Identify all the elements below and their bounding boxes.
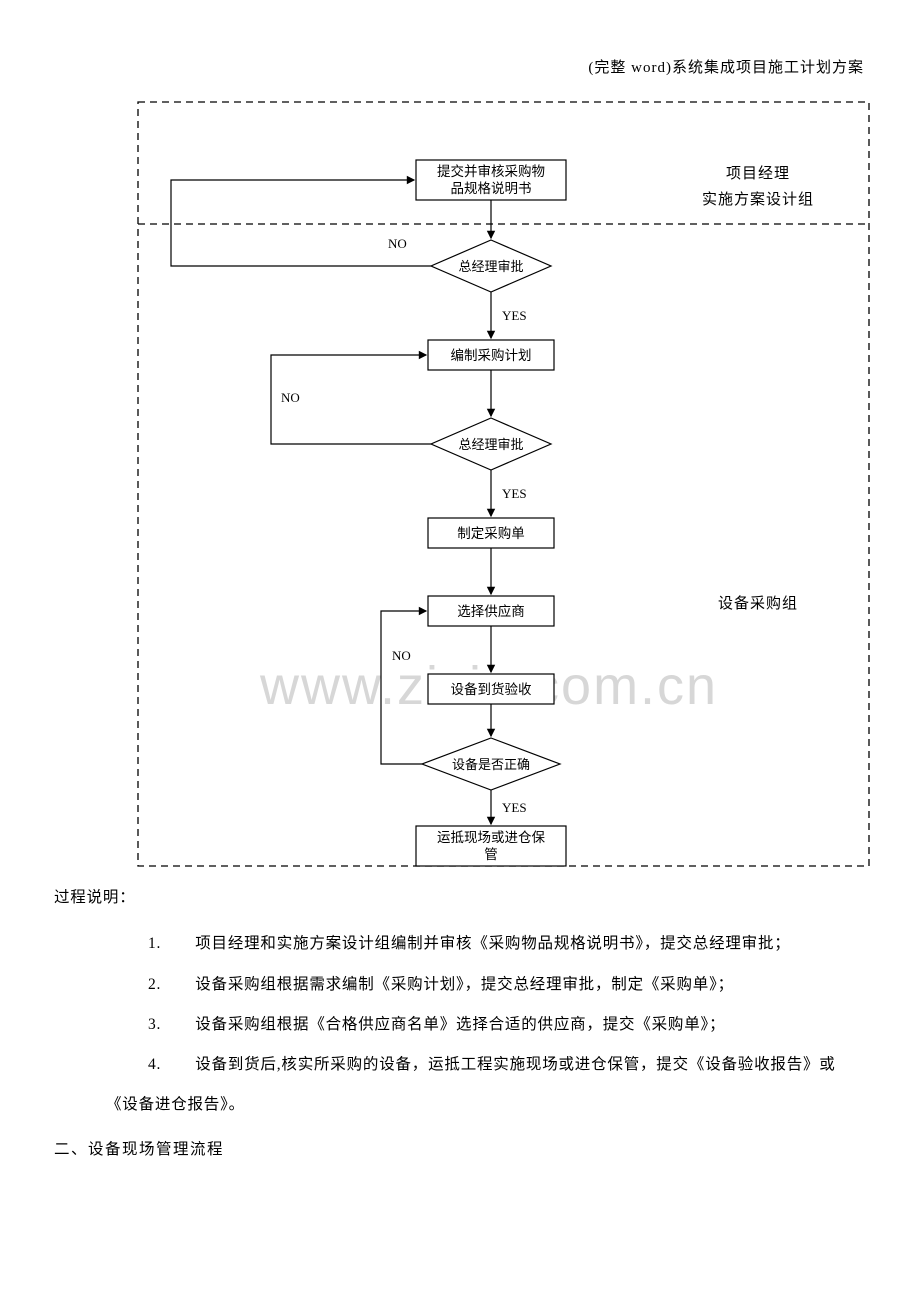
label-no-1: NO [388,236,407,251]
list-num: 2. [148,965,161,1005]
page-header: (完整 word)系统集成项目施工计划方案 [588,56,864,77]
list-num: 1. [148,924,161,964]
list-item: 1. 项目经理和实施方案设计组编制并审核《采购物品规格说明书》，提交总经理审批； [106,924,865,964]
list-item: 3. 设备采购组根据《合格供应商名单》选择合适的供应商，提交《采购单》； [106,1005,865,1045]
label-no-3: NO [392,648,411,663]
list-text: 项目经理和实施方案设计组编制并审核《采购物品规格说明书》，提交总经理审批； [195,935,790,952]
process-label: 过程说明： [54,878,865,918]
node-arrival-check-txt: 设备到货验收 [451,681,532,697]
edge-d1-no [171,180,431,266]
list-num: 3. [148,1005,161,1045]
node-equip-correct-txt: 设备是否正确 [452,757,530,772]
node-submit-spec-l2: 品规格说明书 [451,181,532,196]
list-item: 2. 设备采购组根据需求编制《采购计划》，提交总经理审批，制定《采购单》； [106,965,865,1005]
list-num: 4. [148,1045,161,1085]
label-no-2: NO [281,390,300,405]
list-text: 设备到货后,核实所采购的设备，运抵工程实施现场或进仓保管，提交《设备验收报告》或… [106,1056,836,1113]
flowchart: 项目经理 实施方案设计组 设备采购组 提交并审核采购物 品规格说明书 总经理审批… [136,100,871,868]
node-submit-spec-l1: 提交并审核采购物 [437,163,545,179]
node-deliver-l1: 运抵现场或进仓保 [437,830,545,845]
list-item: 4.设备到货后,核实所采购的设备，运抵工程实施现场或进仓保管，提交《设备验收报告… [106,1045,865,1126]
process-list: 1.项目经理和实施方案设计组编制并审核《采购物品规格说明书》，提交总经理审批； … [106,924,865,1125]
node-deliver-l2: 管 [484,847,498,862]
label-yes-3: YES [502,800,527,815]
list-text: 设备采购组根据《合格供应商名单》选择合适的供应商，提交《采购单》； [195,1016,725,1033]
swimlane-label-design: 实施方案设计组 [702,190,814,208]
node-gm-approval-2-txt: 总经理审批 [458,437,523,452]
label-yes-1: YES [502,308,527,323]
swimlane-label-pm: 项目经理 [726,165,790,182]
list-text: 设备采购组根据需求编制《采购计划》，提交总经理审批，制定《采购单》； [195,976,734,993]
label-yes-2: YES [502,486,527,501]
section-2-heading: 二、设备现场管理流程 [54,1130,865,1170]
node-make-order-txt: 制定采购单 [457,526,525,541]
body-text-block: 过程说明： 1. 项目经理和实施方案设计组编制并审核《采购物品规格说明书》，提交总… [50,878,865,1170]
swimlane-label-procure: 设备采购组 [718,595,798,612]
edge-d3-no [381,611,426,764]
node-gm-approval-1-txt: 总经理审批 [458,259,523,274]
node-select-supplier-txt: 选择供应商 [457,603,525,619]
node-make-plan-txt: 编制采购计划 [451,348,532,363]
